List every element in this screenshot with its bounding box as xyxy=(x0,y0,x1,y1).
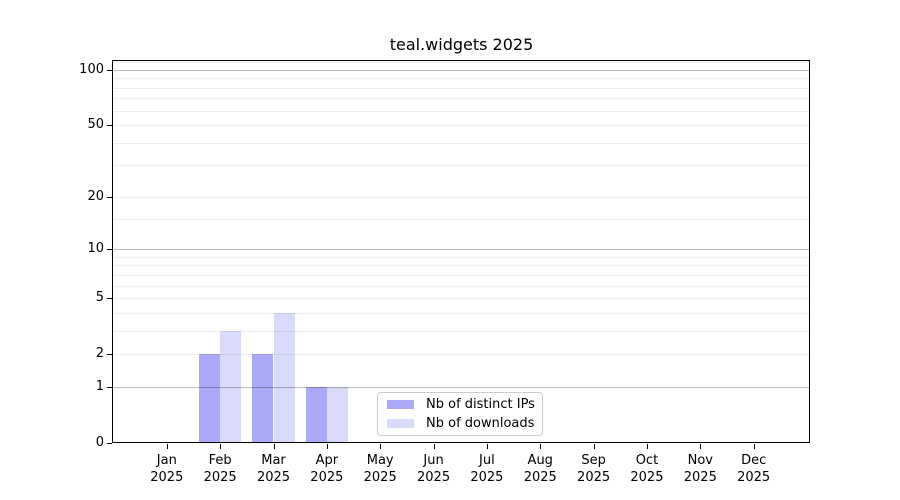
bar-distinct-ips-feb xyxy=(198,354,221,443)
minor-gridline xyxy=(113,218,810,220)
minor-gridline xyxy=(113,298,810,300)
bar-downloads-apr xyxy=(326,386,349,443)
minor-gridline xyxy=(113,354,810,356)
y-axis-tick xyxy=(107,69,112,71)
y-axis-tick xyxy=(107,249,112,251)
x-axis-tick xyxy=(700,444,702,449)
x-axis-tick-label: Oct 2025 xyxy=(630,453,664,485)
x-axis-tick-label: Sep 2025 xyxy=(577,453,611,485)
minor-gridline xyxy=(113,142,810,144)
y-axis-tick-label: 20 xyxy=(87,188,104,204)
x-axis-tick xyxy=(326,444,328,449)
x-axis-tick xyxy=(646,444,648,449)
minor-gridline xyxy=(113,256,810,258)
x-axis-tick xyxy=(486,444,488,449)
y-axis-tick-label: 50 xyxy=(87,117,104,133)
legend: Nb of distinct IPs Nb of downloads xyxy=(377,392,543,436)
major-gridline xyxy=(113,386,810,388)
y-axis-tick xyxy=(107,196,112,198)
minor-gridline xyxy=(113,78,810,80)
x-axis-tick-label: Nov 2025 xyxy=(683,453,717,485)
minor-gridline xyxy=(113,98,810,100)
x-axis-tick-label: May 2025 xyxy=(363,453,397,485)
y-axis-tick-label: 2 xyxy=(95,346,104,362)
x-axis-tick xyxy=(273,444,275,449)
x-axis-tick-label: Jun 2025 xyxy=(417,453,451,485)
plot-area xyxy=(112,60,810,443)
minor-gridline xyxy=(113,165,810,167)
legend-label-distinct-ips: Nb of distinct IPs xyxy=(426,397,535,412)
legend-row-downloads: Nb of downloads xyxy=(387,416,535,431)
y-axis-tick-label: 0 xyxy=(95,435,104,450)
bar-downloads-feb xyxy=(220,330,242,443)
y-axis-tick xyxy=(107,125,112,127)
legend-swatch-downloads-icon xyxy=(387,419,414,428)
x-axis-tick xyxy=(433,444,435,449)
minor-gridline xyxy=(113,62,810,64)
x-axis-tick xyxy=(220,444,222,449)
y-axis-tick xyxy=(107,298,112,300)
legend-label-downloads: Nb of downloads xyxy=(426,416,535,431)
major-gridline xyxy=(113,69,810,71)
y-axis-tick-label: 1 xyxy=(95,378,104,394)
bar-downloads-mar xyxy=(273,312,295,443)
x-axis-tick-label: Dec 2025 xyxy=(737,453,771,485)
minor-gridline xyxy=(113,312,810,314)
x-axis-tick-label: Feb 2025 xyxy=(203,453,237,485)
y-axis-tick-label: 5 xyxy=(95,290,104,306)
x-axis-tick-label: Jan 2025 xyxy=(150,453,184,485)
legend-row-distinct-ips: Nb of distinct IPs xyxy=(387,397,535,412)
y-axis-tick xyxy=(107,443,112,444)
x-axis-tick xyxy=(753,444,755,449)
bar-distinct-ips-mar xyxy=(252,354,274,443)
x-axis-tick xyxy=(593,444,595,449)
bar-distinct-ips-apr xyxy=(305,386,327,443)
x-axis-tick xyxy=(380,444,382,449)
chart-title: teal.widgets 2025 xyxy=(389,35,534,54)
y-axis-tick xyxy=(107,354,112,356)
x-axis-tick-label: Jul 2025 xyxy=(470,453,504,485)
y-axis-tick xyxy=(107,386,112,388)
minor-gridline xyxy=(113,330,810,332)
minor-gridline xyxy=(113,265,810,267)
major-gridline xyxy=(113,249,810,251)
minor-gridline xyxy=(113,125,810,127)
x-axis-tick-label: Mar 2025 xyxy=(256,453,291,485)
minor-gridline xyxy=(113,196,810,198)
y-axis-tick-label: 10 xyxy=(87,241,104,257)
minor-gridline xyxy=(113,274,810,276)
x-axis-tick xyxy=(540,444,542,449)
legend-swatch-distinct-ips-icon xyxy=(387,400,414,409)
x-axis-tick-label: Apr 2025 xyxy=(310,453,344,485)
minor-gridline xyxy=(113,285,810,287)
x-axis-tick-label: Aug 2025 xyxy=(523,453,557,485)
minor-gridline xyxy=(113,110,810,112)
minor-gridline xyxy=(113,87,810,89)
y-axis-tick-label: 100 xyxy=(79,61,104,77)
x-axis-tick xyxy=(166,444,168,449)
